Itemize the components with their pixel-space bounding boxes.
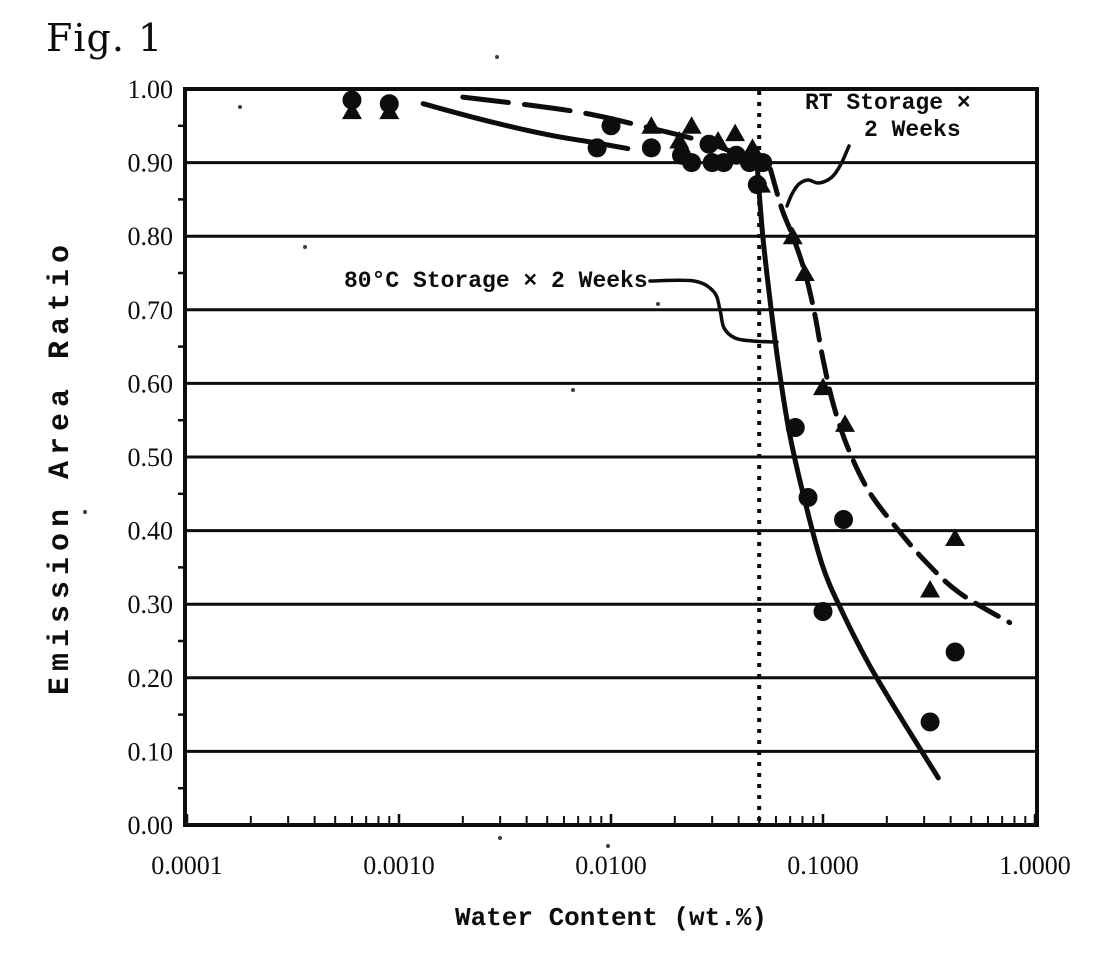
- data-point-triangle: [794, 263, 815, 281]
- data-point-triangle: [751, 175, 772, 193]
- data-point-circle: [587, 138, 607, 158]
- rt-label-text-1: 2 Weeks: [864, 117, 961, 143]
- data-point-triangle: [681, 116, 702, 134]
- data-point-triangle: [379, 101, 400, 120]
- data-point-triangle: [669, 131, 690, 149]
- data-point-circle: [834, 510, 854, 530]
- data-point-triangle: [920, 579, 941, 598]
- c80-label-connector: [648, 278, 779, 344]
- data-point-circle: [641, 138, 661, 158]
- rt-label-connector: [785, 144, 851, 208]
- y-tick-label: 1.00: [128, 75, 174, 104]
- figure-label: Fig. 1: [46, 16, 164, 60]
- data-point-triangle: [813, 377, 833, 396]
- data-point-triangle: [742, 138, 763, 156]
- scan-speckle: [238, 105, 242, 109]
- data-point-circle: [920, 712, 940, 732]
- data-point-circle: [739, 153, 759, 173]
- y-axis-title: Emission Area Ratio: [44, 239, 78, 695]
- data-point-circle: [798, 487, 818, 507]
- c80-label-text-0: 80°C Storage × 2 Weeks: [344, 268, 648, 294]
- y-tick-label: 0.60: [128, 369, 174, 398]
- x-tick-label: 0.0010: [363, 851, 435, 880]
- scan-speckle: [498, 836, 502, 840]
- plot-border: [183, 87, 1039, 827]
- y-tick-label: 0.30: [128, 590, 174, 619]
- scan-speckle: [83, 510, 87, 514]
- data-point-circle: [753, 153, 773, 173]
- trend-curve-rt-1: [767, 166, 1013, 626]
- y-tick-label: 0.80: [128, 222, 174, 251]
- data-point-triangle: [945, 528, 966, 546]
- data-point-triangle: [641, 116, 662, 134]
- y-tick-label: 0.70: [128, 296, 174, 325]
- trend-curve-80c-1: [754, 164, 941, 781]
- x-tick-label: 0.1000: [787, 851, 859, 880]
- data-point-circle: [342, 90, 362, 110]
- data-point-triangle: [341, 101, 362, 120]
- data-point-circle: [785, 418, 805, 438]
- y-tick-label: 0.20: [128, 664, 174, 693]
- scan-speckle: [606, 844, 610, 848]
- y-tick-label: 0.00: [128, 811, 174, 840]
- data-point-circle: [682, 153, 702, 173]
- y-tick-label: 0.10: [128, 737, 174, 766]
- data-point-triangle: [782, 226, 803, 245]
- scan-speckle: [571, 388, 575, 392]
- data-point-circle: [601, 116, 621, 136]
- data-point-triangle: [725, 123, 746, 142]
- data-point-circle: [813, 602, 833, 622]
- x-tick-label: 0.0001: [151, 851, 223, 880]
- rt-label-text-0: RT Storage ×: [805, 90, 971, 116]
- scan-speckle: [656, 302, 660, 306]
- data-point-triangle: [835, 414, 856, 432]
- y-tick-label: 0.90: [128, 149, 174, 178]
- data-point-triangle: [708, 131, 729, 149]
- y-tick-label: 0.40: [128, 517, 174, 546]
- x-tick-label: 0.0100: [575, 851, 647, 880]
- scan-speckle: [303, 245, 307, 249]
- data-point-circle: [945, 642, 965, 662]
- x-axis-title: Water Content (wt.%): [455, 903, 767, 933]
- y-tick-label: 0.50: [128, 443, 174, 472]
- scan-speckle: [495, 55, 499, 59]
- x-tick-label: 1.0000: [999, 851, 1071, 880]
